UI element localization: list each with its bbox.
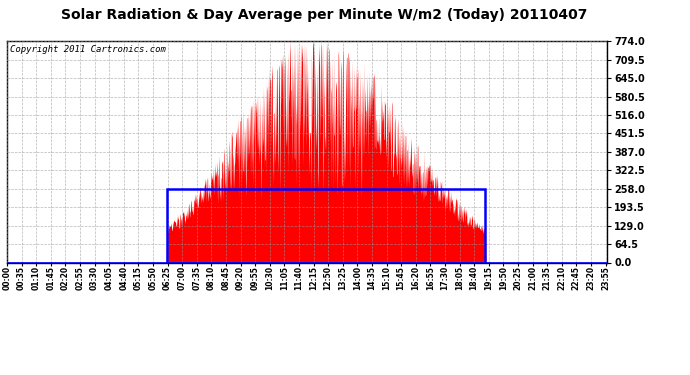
Text: Solar Radiation & Day Average per Minute W/m2 (Today) 20110407: Solar Radiation & Day Average per Minute… [61,8,587,21]
Bar [167,189,485,262]
Text: Copyright 2011 Cartronics.com: Copyright 2011 Cartronics.com [10,45,166,54]
